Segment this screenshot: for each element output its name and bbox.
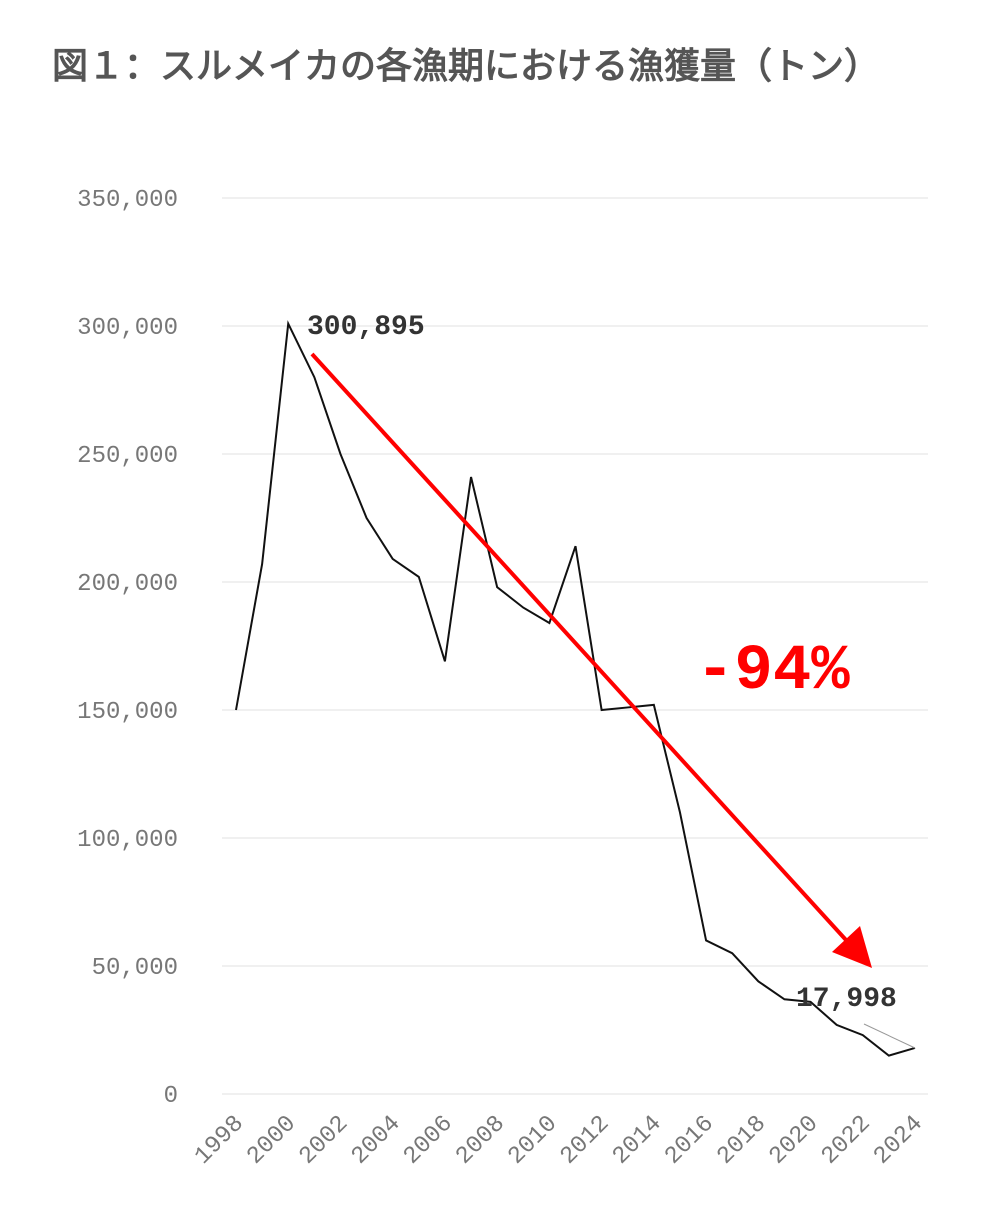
y-tick-label: 100,000 <box>77 827 178 854</box>
x-tick-label: 2020 <box>764 1111 824 1171</box>
x-tick-label: 2018 <box>712 1111 772 1171</box>
chart-title: 図１：スルメイカの各漁期における漁獲量（トン） <box>52 46 880 87</box>
x-tick-label: 2016 <box>660 1111 720 1171</box>
y-tick-label: 150,000 <box>77 699 178 726</box>
x-tick-label: 2004 <box>347 1111 407 1171</box>
annotation: 300,895 <box>307 312 425 343</box>
data-line <box>235 320 916 1057</box>
leader <box>863 1023 916 1049</box>
y-tick-label: 250,000 <box>77 443 178 470</box>
annotation: -94% <box>696 636 850 708</box>
y-tick-label: 50,000 <box>92 955 178 982</box>
x-tick-label: 2000 <box>242 1111 302 1171</box>
x-tick-label: 1998 <box>190 1111 250 1171</box>
annotation: 17,998 <box>796 984 897 1015</box>
x-tick-label: 2006 <box>399 1111 459 1171</box>
y-tick-label: 0 <box>164 1083 178 1110</box>
x-tick-label: 2022 <box>817 1111 877 1171</box>
x-tick-label: 2012 <box>555 1111 615 1171</box>
x-tick-label: 2008 <box>451 1111 511 1171</box>
y-tick-label: 350,000 <box>77 187 178 214</box>
x-tick-label: 2002 <box>294 1111 354 1171</box>
x-tick-label: 2014 <box>608 1111 668 1171</box>
arrow-head <box>832 926 872 968</box>
y-tick-label: 300,000 <box>77 315 178 342</box>
x-tick-label: 2010 <box>503 1111 563 1171</box>
trend-arrow <box>310 352 848 942</box>
y-tick-label: 200,000 <box>77 571 178 598</box>
x-tick-label: 2024 <box>869 1111 929 1171</box>
